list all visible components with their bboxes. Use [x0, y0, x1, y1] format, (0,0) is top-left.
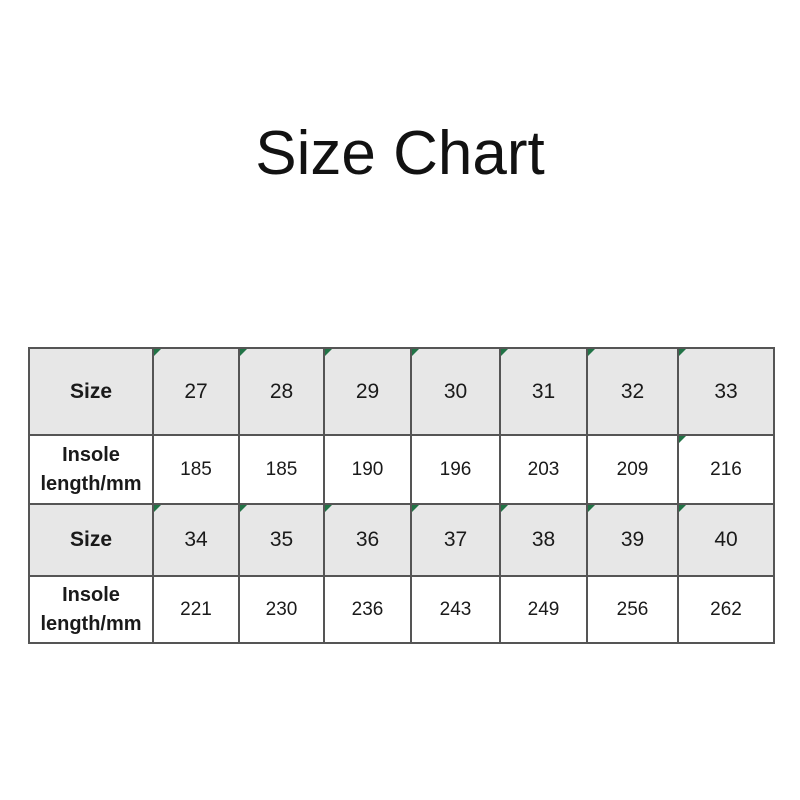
- table-row-insole-lower: Insole length/mm 221 230 236 243 249 256…: [28, 575, 775, 644]
- insole-length-cell: 256: [586, 575, 679, 644]
- insole-length-cell: 230: [238, 575, 325, 644]
- number-stored-as-text-indicator-icon: [240, 505, 247, 512]
- insole-row-label: Insole length/mm: [28, 575, 154, 644]
- table-row-size-upper: Size 27 28 29 30 31 32 33: [28, 347, 775, 436]
- size-value-cell: 28: [238, 347, 325, 436]
- number-stored-as-text-indicator-icon: [240, 349, 247, 356]
- insole-length-cell: 190: [323, 434, 412, 505]
- insole-length-cell: 262: [677, 575, 775, 644]
- size-value-cell: 27: [152, 347, 240, 436]
- insole-length-cell: 185: [152, 434, 240, 505]
- size-value-cell: 34: [152, 503, 240, 577]
- size-value-cell: 38: [499, 503, 588, 577]
- size-row-label: Size: [28, 503, 154, 577]
- size-value-cell: 29: [323, 347, 412, 436]
- size-chart-table: Size 27 28 29 30 31 32 33 Insole length/…: [28, 347, 775, 644]
- number-stored-as-text-indicator-icon: [154, 505, 161, 512]
- insole-length-cell: 203: [499, 434, 588, 505]
- number-stored-as-text-indicator-icon: [501, 349, 508, 356]
- size-value-cell: 36: [323, 503, 412, 577]
- number-stored-as-text-indicator-icon: [588, 505, 595, 512]
- insole-length-cell: 243: [410, 575, 501, 644]
- insole-length-cell: 221: [152, 575, 240, 644]
- size-value-cell: 32: [586, 347, 679, 436]
- size-value-cell: 31: [499, 347, 588, 436]
- number-stored-as-text-indicator-icon: [588, 349, 595, 356]
- number-stored-as-text-indicator-icon: [325, 505, 332, 512]
- insole-length-cell: 236: [323, 575, 412, 644]
- size-value-cell: 40: [677, 503, 775, 577]
- page-title: Size Chart: [255, 119, 545, 188]
- number-stored-as-text-indicator-icon: [679, 436, 686, 443]
- size-value-cell: 39: [586, 503, 679, 577]
- insole-length-cell: 249: [499, 575, 588, 644]
- size-row-label: Size: [28, 347, 154, 436]
- table-row-size-lower: Size 34 35 36 37 38 39 40: [28, 503, 775, 577]
- insole-length-cell: 185: [238, 434, 325, 505]
- number-stored-as-text-indicator-icon: [679, 505, 686, 512]
- table-row-insole-upper: Insole length/mm 185 185 190 196 203 209…: [28, 434, 775, 505]
- size-value-cell: 35: [238, 503, 325, 577]
- number-stored-as-text-indicator-icon: [501, 505, 508, 512]
- number-stored-as-text-indicator-icon: [679, 349, 686, 356]
- number-stored-as-text-indicator-icon: [325, 349, 332, 356]
- insole-length-cell: 216: [677, 434, 775, 505]
- number-stored-as-text-indicator-icon: [412, 505, 419, 512]
- number-stored-as-text-indicator-icon: [154, 349, 161, 356]
- size-value-cell: 30: [410, 347, 501, 436]
- insole-length-cell: 196: [410, 434, 501, 505]
- size-value-cell: 33: [677, 347, 775, 436]
- size-value-cell: 37: [410, 503, 501, 577]
- insole-row-label: Insole length/mm: [28, 434, 154, 505]
- number-stored-as-text-indicator-icon: [412, 349, 419, 356]
- insole-length-cell: 209: [586, 434, 679, 505]
